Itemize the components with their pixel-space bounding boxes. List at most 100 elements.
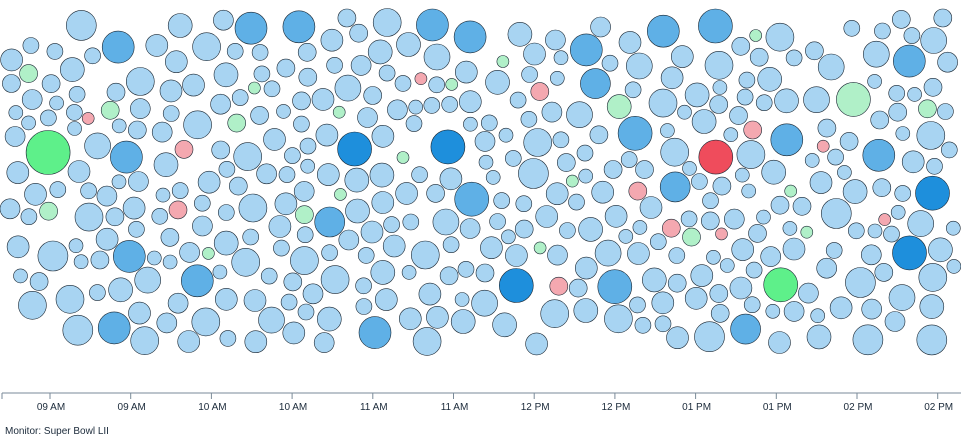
bubble-light-blue[interactable] <box>439 266 459 286</box>
bubble-light-blue[interactable] <box>22 37 40 54</box>
bubble-light-blue[interactable] <box>690 264 714 287</box>
bubble-light-blue[interactable] <box>334 74 362 102</box>
bubble-light-green[interactable] <box>445 78 459 91</box>
bubble-light-blue[interactable] <box>573 298 599 323</box>
bubble-light-red[interactable] <box>414 72 428 85</box>
bubble-dark-blue[interactable] <box>430 129 466 165</box>
bubble-light-blue[interactable] <box>55 284 85 314</box>
bubble-light-blue[interactable] <box>624 81 642 99</box>
bubble-light-blue[interactable] <box>273 239 290 257</box>
bubble-light-blue[interactable] <box>210 93 231 115</box>
bubble-light-blue[interactable] <box>213 230 239 256</box>
bubble-light-blue[interactable] <box>18 290 47 320</box>
bubble-light-blue[interactable] <box>405 115 423 132</box>
bubble-medium-blue[interactable] <box>234 11 268 45</box>
bubble-medium-blue[interactable] <box>113 240 146 273</box>
bubble-medium-blue[interactable] <box>698 8 733 44</box>
bubble-light-blue[interactable] <box>485 70 510 95</box>
bubble-light-blue[interactable] <box>903 27 921 44</box>
bubble-light-blue[interactable] <box>165 50 188 74</box>
bubble-medium-blue[interactable] <box>617 116 653 151</box>
bubble-light-blue[interactable] <box>159 79 183 103</box>
bubble-light-blue[interactable] <box>428 76 446 94</box>
bubble-light-blue[interactable] <box>937 51 958 73</box>
bubble-light-blue[interactable] <box>374 288 398 311</box>
bubble-medium-blue[interactable] <box>453 20 487 54</box>
bubble-light-blue[interactable] <box>660 137 690 167</box>
bubble-light-blue[interactable] <box>155 187 171 203</box>
bubble-light-blue[interactable] <box>4 126 26 147</box>
bubble-light-blue[interactable] <box>167 292 189 314</box>
bubble-light-blue[interactable] <box>213 62 239 88</box>
bubble-light-blue[interactable] <box>639 196 663 219</box>
bubble-light-blue[interactable] <box>250 106 269 125</box>
bubble-light-green[interactable] <box>565 174 579 188</box>
bubble-light-blue[interactable] <box>40 109 57 127</box>
bubble-light-red[interactable] <box>174 140 194 159</box>
bubble-light-blue[interactable] <box>171 182 189 199</box>
bubble-light-blue[interactable] <box>260 267 278 285</box>
bubble-medium-blue[interactable] <box>110 140 143 174</box>
bubble-light-blue[interactable] <box>418 282 442 306</box>
bubble-light-blue[interactable] <box>369 162 395 188</box>
bubble-light-blue[interactable] <box>736 88 754 106</box>
bubble-light-blue[interactable] <box>928 237 953 263</box>
bubble-light-blue[interactable] <box>578 217 603 242</box>
bubble-light-blue[interactable] <box>547 244 568 266</box>
bubble-light-blue[interactable] <box>233 142 262 171</box>
bubble-light-blue[interactable] <box>183 110 212 140</box>
bubble-light-blue[interactable] <box>251 44 269 61</box>
bubble-light-blue[interactable] <box>923 78 943 97</box>
bubble-light-blue[interactable] <box>80 182 97 200</box>
bubble-light-green[interactable] <box>295 205 314 224</box>
bubble-light-green[interactable] <box>800 225 814 239</box>
bubble-light-blue[interactable] <box>66 10 97 41</box>
bubble-light-blue[interactable] <box>604 304 633 334</box>
bubble-light-blue[interactable] <box>398 307 422 331</box>
bubble-light-blue[interactable] <box>798 282 819 304</box>
bubble-light-red[interactable] <box>81 112 95 125</box>
bubble-light-blue[interactable] <box>280 293 298 311</box>
bubble-light-blue[interactable] <box>60 57 85 82</box>
bubble-light-blue[interactable] <box>591 180 615 204</box>
bubble-light-blue[interactable] <box>574 256 598 280</box>
bubble-light-blue[interactable] <box>946 259 961 274</box>
bubble-light-blue[interactable] <box>320 28 344 52</box>
bubble-light-red[interactable] <box>878 213 892 226</box>
bubble-light-red[interactable] <box>816 139 830 153</box>
bubble-light-blue[interactable] <box>748 224 767 243</box>
bubble-light-blue[interactable] <box>684 286 708 310</box>
bubble-light-blue[interactable] <box>126 67 155 96</box>
bubble-light-blue[interactable] <box>485 170 501 185</box>
bubble-light-blue[interactable] <box>345 198 370 224</box>
bubble-light-blue[interactable] <box>128 120 147 140</box>
bubble-light-blue[interactable] <box>182 73 205 97</box>
bubble-light-blue[interactable] <box>559 222 576 239</box>
bubble-light-blue[interactable] <box>601 54 619 72</box>
bubble-light-blue[interactable] <box>862 40 890 68</box>
bubble-light-green[interactable] <box>682 227 701 247</box>
bubble-light-blue[interactable] <box>360 220 384 244</box>
bubble-light-blue[interactable] <box>276 104 291 119</box>
bubble-light-blue[interactable] <box>411 166 428 183</box>
bubble-light-blue[interactable] <box>589 125 609 145</box>
bubble-light-blue[interactable] <box>442 236 460 253</box>
bubble-light-blue[interactable] <box>337 8 357 28</box>
bubble-light-blue[interactable] <box>311 88 335 111</box>
bubble-light-blue[interactable] <box>263 128 286 151</box>
bubble-light-blue[interactable] <box>162 254 178 270</box>
bubble-light-blue[interactable] <box>454 292 470 307</box>
bubble-light-blue[interactable] <box>916 324 948 356</box>
bubble-light-blue[interactable] <box>156 312 178 334</box>
bubble-light-blue[interactable] <box>680 210 698 228</box>
bubble-light-blue[interactable] <box>145 34 169 57</box>
bubble-light-blue[interactable] <box>817 53 845 81</box>
bubble-light-blue[interactable] <box>84 132 111 160</box>
bubble-light-blue[interactable] <box>890 205 906 220</box>
bubble-light-blue[interactable] <box>891 10 911 29</box>
bubble-light-blue[interactable] <box>660 123 675 138</box>
bubble-light-blue[interactable] <box>670 45 694 68</box>
bubble-light-blue[interactable] <box>394 75 412 92</box>
bubble-light-blue[interactable] <box>474 131 496 152</box>
bubble-light-blue[interactable] <box>130 326 159 356</box>
